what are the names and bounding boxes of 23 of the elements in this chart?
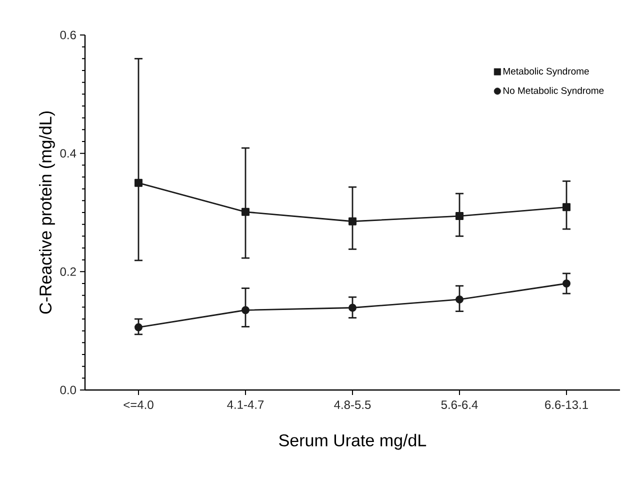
x-tick-label: 5.6-6.4 bbox=[441, 400, 478, 410]
point bbox=[348, 304, 357, 312]
y-axis-title: C-Reactive protein (mg/dL) bbox=[39, 112, 55, 314]
x-axis-title: Serum Urate mg/dL bbox=[279, 434, 426, 450]
y-tick-label: 0.6 bbox=[60, 30, 76, 40]
point bbox=[456, 295, 464, 304]
x-tick-label: 6.6-13.1 bbox=[545, 400, 588, 410]
point bbox=[134, 178, 142, 187]
legend-label: Metabolic Syndrome bbox=[504, 68, 589, 76]
x-tick-label: <=4.0 bbox=[124, 400, 154, 410]
y-tick-label: 0.2 bbox=[60, 267, 76, 276]
x-tick-label: 4.8-5.5 bbox=[334, 400, 371, 410]
point bbox=[134, 323, 142, 332]
point bbox=[562, 203, 570, 212]
point bbox=[242, 306, 250, 314]
legend-label: No Metabolic Syndrome bbox=[504, 86, 604, 96]
x-tick-label: 4.1-4.7 bbox=[227, 400, 264, 409]
point bbox=[242, 208, 250, 216]
point bbox=[456, 212, 464, 220]
y-tick-label: 0.4 bbox=[60, 149, 76, 158]
point bbox=[348, 217, 357, 226]
point bbox=[562, 280, 570, 288]
y-tick-label: 0.0 bbox=[60, 386, 76, 394]
